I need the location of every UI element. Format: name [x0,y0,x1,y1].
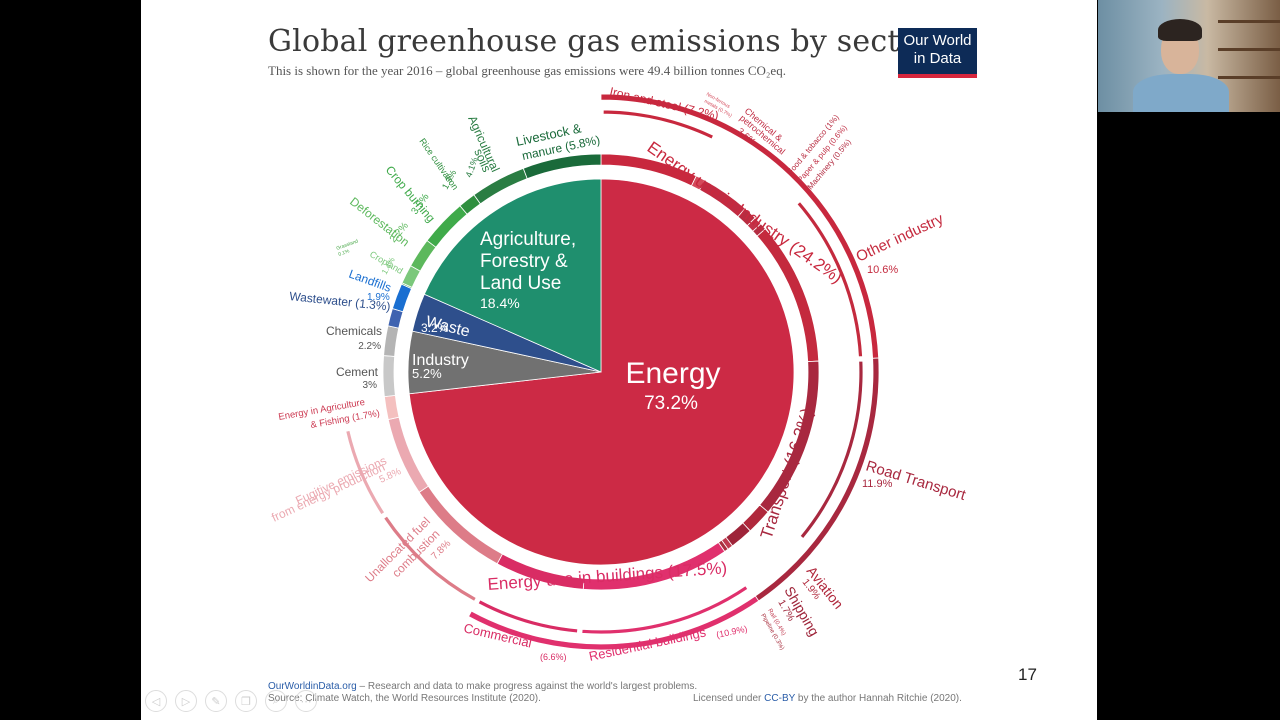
sector-value-agri: 18.4% [480,295,520,311]
group-arc-energy-use-in-buildings [468,595,760,651]
pie-slice-energy [408,178,795,566]
sector-label-agri-1: Agriculture, [480,229,576,250]
person-body [1133,74,1229,112]
footer-license-prefix: Licensed under [693,693,765,704]
subsector-label-chemicals: Chemicals [326,324,382,338]
chart-subtitle: This is shown for the year 2016 – global… [268,63,786,78]
zoom-icon[interactable]: ⌕ [265,690,287,712]
ring-segment-energy-in-agriculture-fishing [383,394,400,421]
accent-arc-iron-and-steel [602,109,714,140]
subsector-value-residential: (10.9%) [715,624,748,640]
logo-line-1: Our World [903,32,972,49]
ring-segment-cement [382,355,396,398]
footer-license: Licensed under CC-BY by the author Hanna… [693,693,962,704]
accent-arc-residential-buildings [581,585,749,635]
shelf [1218,20,1280,23]
chart-title: Global greenhouse gas emissions by secto… [268,24,933,59]
accent-arc-commercial [477,599,579,634]
sector-value-waste: 3.2% [421,321,449,335]
sector-label-energy: Energy [625,357,720,390]
sector-label-agri-3: Land Use [480,273,561,294]
more-icon[interactable]: ⋯ [295,690,317,712]
sector-value-industry: 5.2% [412,366,442,381]
subsector-value-commercial: (6.6%) [540,652,567,662]
license-link[interactable]: CC-BY [764,693,796,704]
accent-arc-fugitive-emissions-from-energy-production [345,429,386,516]
page-number: 17 [1018,665,1037,684]
subsector-value-landfills: 1.9% [367,292,390,303]
subsector-value-cement: 3% [363,380,378,391]
subsector-value-road: 11.9% [862,478,893,490]
subsector-label-cement: Cement [336,365,379,379]
pie-slice-agriculture-forestry-land-use [423,178,602,373]
subsector-value-other-industry: 10.6% [867,264,898,276]
copy-icon[interactable]: ❐ [235,690,257,712]
sector-donut-chart: Energy73.2%Industry5.2%Waste3.2%Agricult… [269,84,968,664]
subsector-value-agri-soils: 4.1% [463,156,479,179]
slide-nav-controls: ◁ ▷ ✎ ❐ ⌕ ⋯ [145,690,317,712]
footer-license-suffix: by the author Hannah Ritchie (2020). [795,693,962,704]
subsector-label-other-industry: Other industry [854,210,947,265]
webcam-video [1098,0,1280,112]
pen-icon[interactable]: ✎ [205,690,227,712]
subsector-label-crop-burning: Crop burning [383,163,438,225]
shelf [1218,76,1280,79]
footer-tagline: – Research and data to make progress aga… [356,681,698,692]
subsector-value-chemicals: 2.2% [358,341,381,352]
slide: Energy 73.2% Industry 5.2% Waste 3.2% Agricult… [141,0,1097,720]
footer-site-link[interactable]: OurWorldinData.org [268,681,357,692]
ring-segment-livestock-manure [522,153,602,180]
person-hair [1158,19,1202,41]
subsector-label-rice: Rice cultivation [417,136,460,191]
shelf [1218,48,1280,51]
accent-arc-other-industry [796,201,863,358]
sector-label-industry: Industry [412,352,469,369]
accent-arc-unallocated-fuel-combustion [383,515,477,602]
accent-arc-road-transport [799,360,864,540]
sector-value-energy: 73.2% [644,393,698,414]
owid-logo[interactable]: Our World in Data [898,28,977,78]
footer-source: OurWorldinData.org – Research and data t… [268,681,697,705]
ring-segment-deforestation [410,240,437,272]
back-icon[interactable]: ◁ [145,690,167,712]
subsector-value-grassland: 0.1% [338,248,351,258]
sector-label-agri-2: Forestry & [480,251,568,272]
ring-segment-landfills [391,283,413,313]
footer-source-text: Source: Climate Watch, the World Resourc… [268,693,541,704]
logo-line-2: in Data [913,50,962,67]
play-icon[interactable]: ▷ [175,690,197,712]
ring-segment-chemicals [383,325,400,357]
